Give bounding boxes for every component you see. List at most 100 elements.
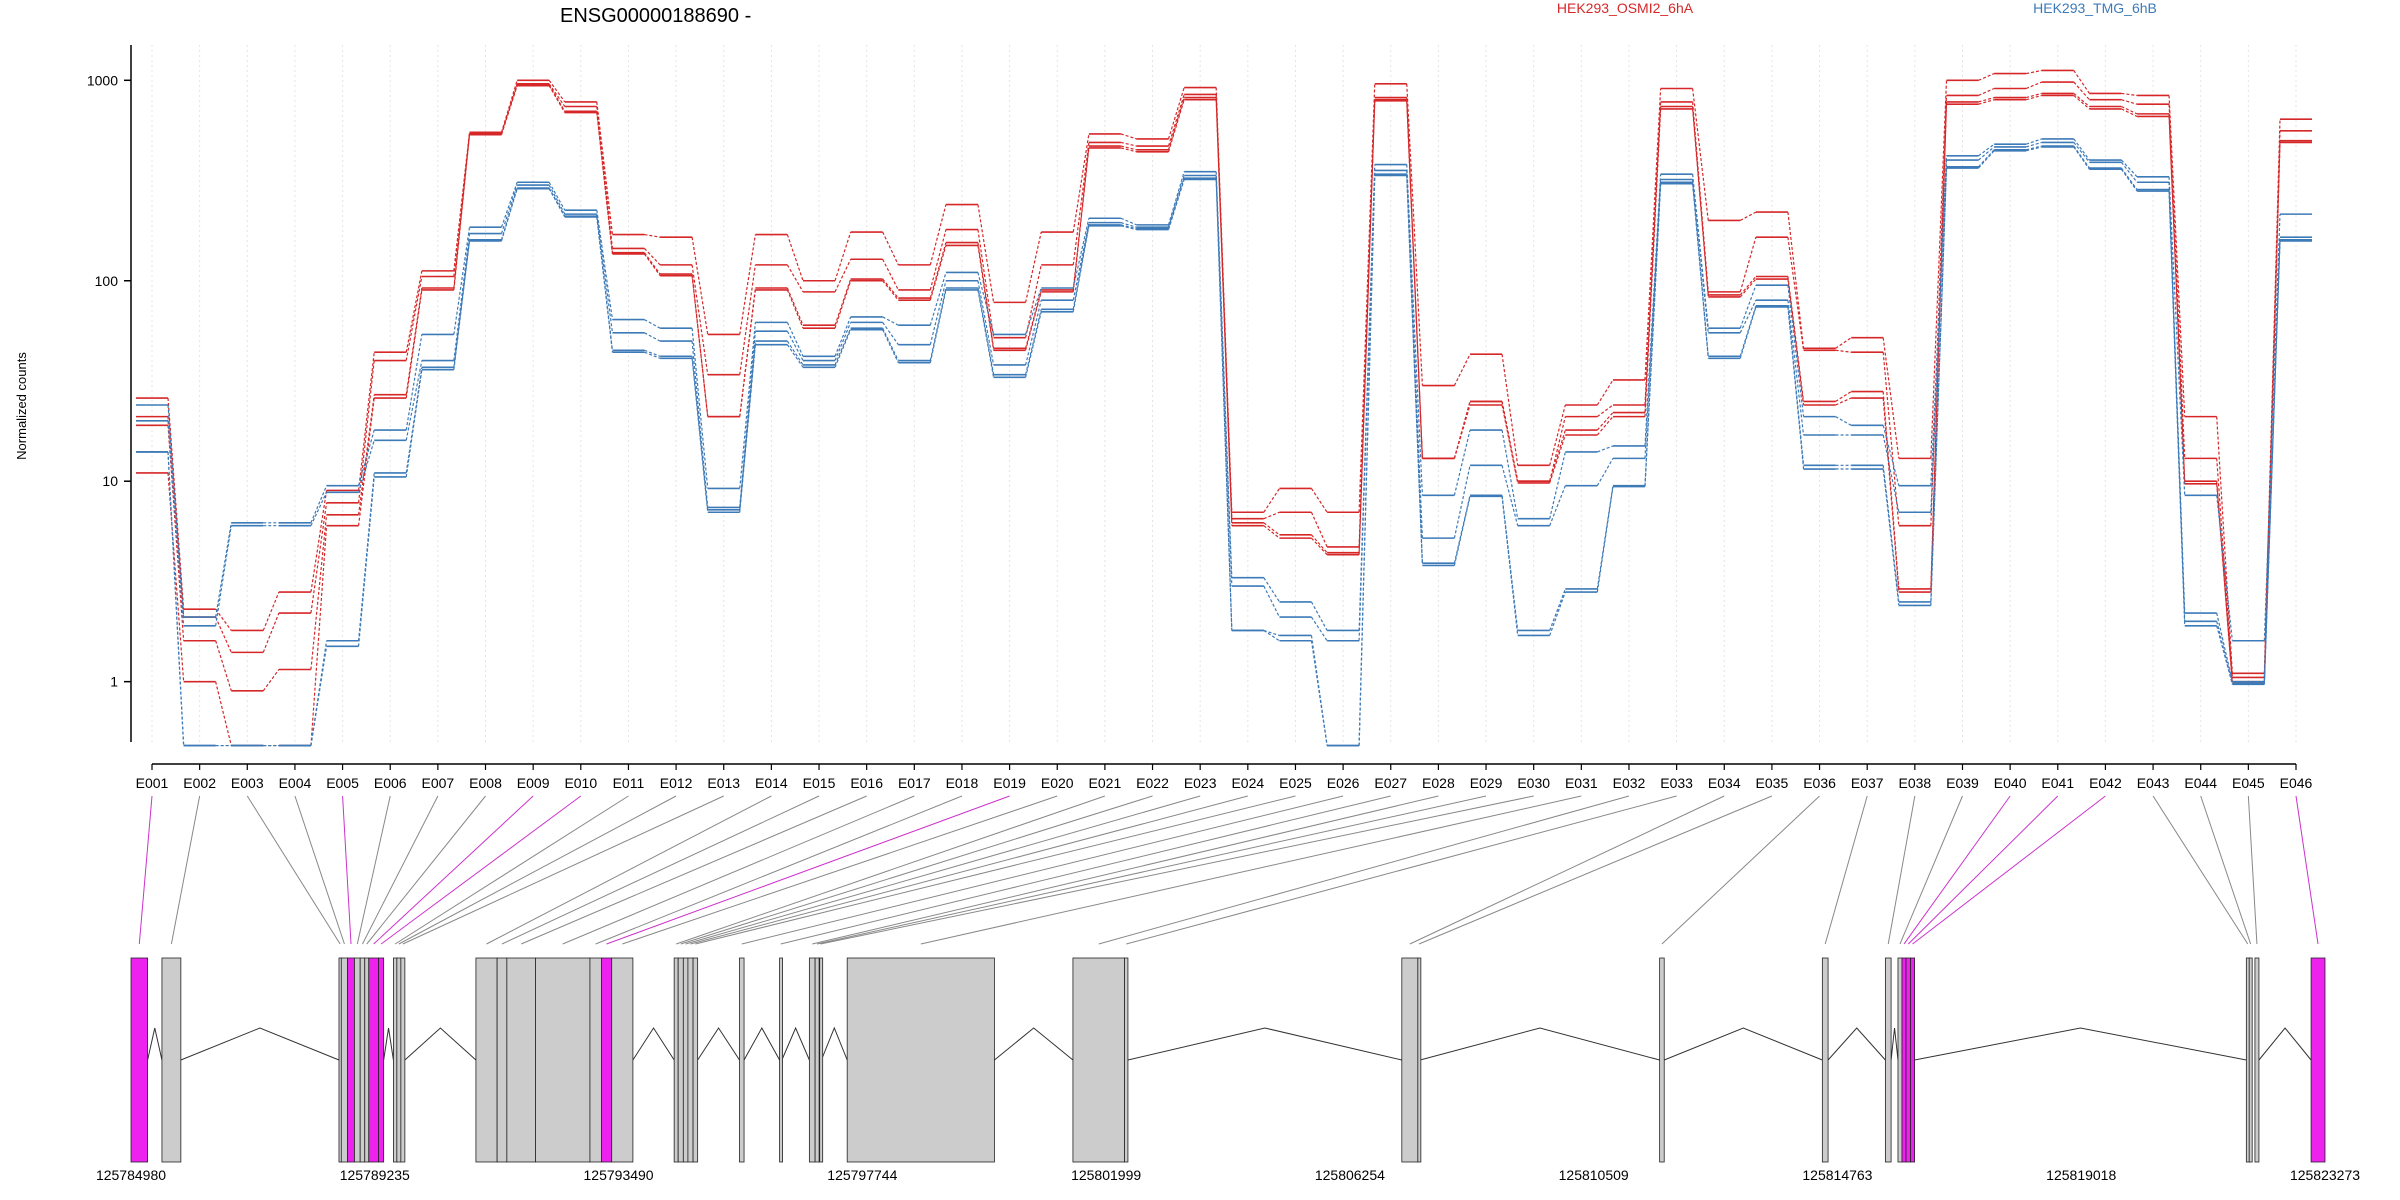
series-connector xyxy=(1025,300,1042,366)
series-connector xyxy=(215,681,232,746)
exon-label-E028: E028 xyxy=(1422,775,1455,791)
exon-box-E017 xyxy=(535,957,591,1163)
exon-box-E022 xyxy=(677,957,684,1163)
exon-label-E008: E008 xyxy=(469,775,502,791)
y-tick-label: 1 xyxy=(110,674,118,690)
series-connector xyxy=(691,264,709,375)
series-connector xyxy=(2168,191,2186,626)
series-connector xyxy=(2216,483,2233,684)
series-connector xyxy=(1453,496,1471,566)
exon-connector-lines xyxy=(138,795,2319,945)
series-connector xyxy=(1215,175,1233,587)
genomic-coordinate-label: 125789235 xyxy=(340,1167,410,1183)
exon-box-E024 xyxy=(687,957,694,1163)
exon-label-E015: E015 xyxy=(803,775,836,791)
series-connector xyxy=(2025,146,2042,152)
series-connector xyxy=(2025,81,2043,90)
connector-E043 xyxy=(2152,795,2249,945)
series-connector xyxy=(2025,92,2042,99)
series-connector xyxy=(786,289,804,329)
exon-label-E002: E002 xyxy=(183,775,216,791)
exon-label-E007: E007 xyxy=(422,775,455,791)
series-connector xyxy=(2025,94,2042,101)
exon-label-E004: E004 xyxy=(279,775,312,791)
series-connector xyxy=(1501,496,1519,636)
series-connector xyxy=(548,79,566,103)
series-connector xyxy=(1930,80,1948,459)
connector-E017 xyxy=(562,795,915,945)
exon-box-E016 xyxy=(506,957,536,1163)
series-connector xyxy=(1310,488,1328,513)
series-connector xyxy=(1025,264,1042,338)
series-connector xyxy=(262,669,280,692)
genomic-coordinate-label: 125819018 xyxy=(2046,1167,2116,1183)
series-connector xyxy=(1263,629,1280,637)
series-connector xyxy=(2073,142,2090,163)
exon-label-E012: E012 xyxy=(660,775,693,791)
series-connector xyxy=(786,287,804,326)
series-connector xyxy=(1596,416,1614,436)
series-connector xyxy=(691,237,709,335)
series-connector xyxy=(1787,285,1805,417)
series-connector xyxy=(2073,146,2090,170)
series-connector xyxy=(2168,176,2186,496)
series-connector xyxy=(1120,145,1137,151)
series-connector xyxy=(1025,231,1042,303)
series-connector xyxy=(500,85,518,135)
vertical-gridlines xyxy=(151,45,2297,742)
chart-title: ENSG00000188690 - xyxy=(560,5,751,27)
series-connector xyxy=(691,328,709,489)
exon-label-E039: E039 xyxy=(1946,775,1979,791)
series-connector xyxy=(1978,96,1995,103)
exon-box-E039 xyxy=(1897,957,1903,1163)
exon-box-E005 xyxy=(347,957,355,1163)
connector-E042 xyxy=(1912,795,2106,945)
series-connector xyxy=(1596,458,1614,486)
series-connector xyxy=(2073,70,2090,94)
series-connector xyxy=(1596,412,1614,431)
series-connector xyxy=(2121,105,2138,115)
series-connector xyxy=(1597,445,1614,453)
intron-line xyxy=(632,1027,675,1061)
exon-box-E028 xyxy=(808,957,816,1163)
intron-line xyxy=(1890,1027,1899,1061)
series-connector xyxy=(2026,69,2042,75)
genomic-coordinate-label: 125814763 xyxy=(1802,1167,1872,1183)
series-lines xyxy=(136,69,2312,747)
connector-E025 xyxy=(695,795,1296,945)
connector-E010 xyxy=(380,795,582,945)
series-connector xyxy=(310,502,328,614)
connector-E005 xyxy=(342,795,352,945)
connector-E012 xyxy=(398,795,677,945)
connector-E034 xyxy=(1409,795,1725,945)
exon-box-E015 xyxy=(496,957,508,1163)
exon-box-E033 xyxy=(1124,957,1129,1163)
series-connector xyxy=(2121,92,2138,97)
series-connector xyxy=(1406,164,1423,496)
series-connector xyxy=(1167,175,1185,228)
series-connector xyxy=(2073,95,2090,110)
exon-box-E045 xyxy=(2254,957,2260,1163)
series-connector xyxy=(2216,495,2233,641)
intron-line xyxy=(1664,1027,1823,1061)
y-tick-label: 100 xyxy=(95,273,119,289)
exon-label-E025: E025 xyxy=(1279,775,1312,791)
series-connector xyxy=(1358,170,1376,641)
exon-label-E009: E009 xyxy=(517,775,550,791)
series-connector xyxy=(1978,73,1995,81)
series-connector xyxy=(1263,525,1280,539)
series-connector xyxy=(1930,104,1948,593)
series-connector xyxy=(929,280,947,345)
connector-E035 xyxy=(1418,795,1773,945)
series-connector xyxy=(1692,183,1709,359)
intron-line xyxy=(383,1027,394,1061)
series-connector xyxy=(1549,451,1566,519)
series-connector xyxy=(882,278,899,299)
series-connector xyxy=(1596,404,1614,418)
series-connector xyxy=(1453,401,1471,459)
series-connector xyxy=(834,329,852,368)
connector-E020 xyxy=(622,795,1058,945)
series-connector xyxy=(548,83,566,107)
series-connector xyxy=(1406,175,1423,566)
intron-line xyxy=(994,1027,1074,1061)
